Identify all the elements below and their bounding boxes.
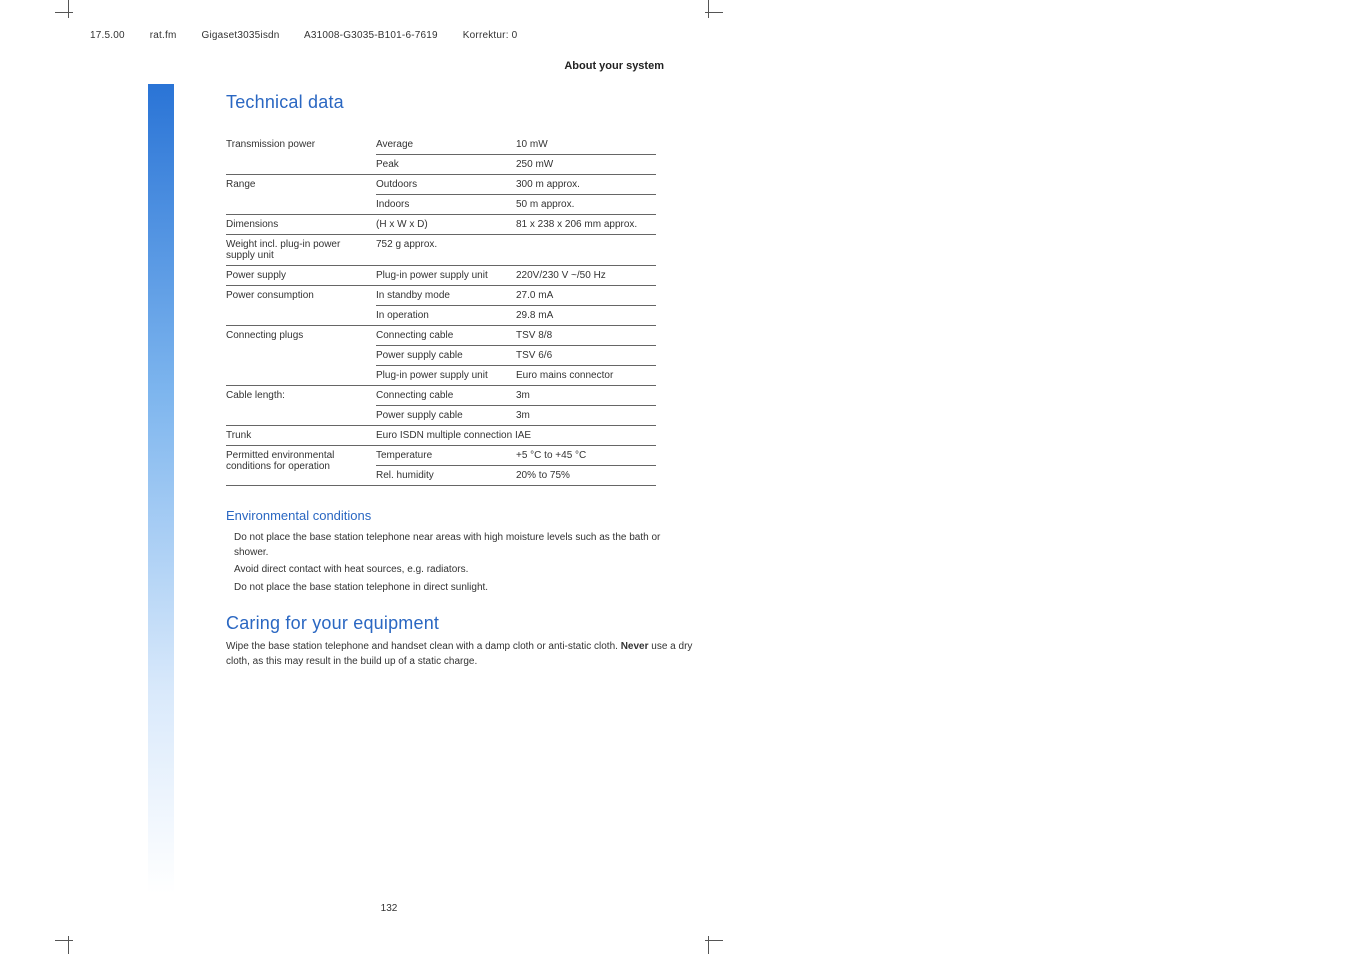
- row-label: Cable length:: [226, 386, 376, 406]
- cell: 752 g approx.: [376, 235, 516, 266]
- row-label: Weight incl. plug-in power supply unit: [226, 235, 376, 266]
- care-paragraph: Wipe the base station telephone and hand…: [226, 640, 696, 669]
- cell: Power supply cable: [376, 406, 516, 426]
- bullet: Avoid direct contact with heat sources, …: [226, 563, 696, 578]
- cell: Temperature: [376, 446, 516, 466]
- heading-caring: Caring for your equipment: [226, 613, 696, 634]
- cell: Euro ISDN multiple connection IAE: [376, 426, 656, 446]
- heading-environmental: Environmental conditions: [226, 508, 696, 523]
- cell: In operation: [376, 306, 516, 326]
- row-label: Power supply: [226, 266, 376, 286]
- cell: In standby mode: [376, 286, 516, 306]
- cell: Plug-in power supply unit: [376, 366, 516, 386]
- row-label: Range: [226, 175, 376, 195]
- cell: 50 m approx.: [516, 195, 656, 215]
- cell: Connecting cable: [376, 386, 516, 406]
- cell: 27.0 mA: [516, 286, 656, 306]
- page-number: 132: [381, 903, 398, 914]
- cell: Connecting cable: [376, 326, 516, 346]
- env-bullets: Do not place the base station telephone …: [226, 531, 696, 595]
- cell: [226, 155, 376, 175]
- heading-technical-data: Technical data: [226, 92, 696, 113]
- page-frame: About your system Technical data Transmi…: [68, 0, 710, 954]
- row-label: Trunk: [226, 426, 376, 446]
- cell: [226, 306, 376, 326]
- cell: 81 x 238 x 206 mm approx.: [516, 215, 656, 235]
- cell: TSV 8/8: [516, 326, 656, 346]
- cell: Outdoors: [376, 175, 516, 195]
- spec-table: Transmission power Average 10 mW Peak 25…: [226, 135, 656, 486]
- cell: TSV 6/6: [516, 346, 656, 366]
- cell: 250 mW: [516, 155, 656, 175]
- cell: 3m: [516, 406, 656, 426]
- cell: +5 °C to +45 °C: [516, 446, 656, 466]
- cell: 20% to 75%: [516, 466, 656, 486]
- row-label: Dimensions: [226, 215, 376, 235]
- cell: (H x W x D): [376, 215, 516, 235]
- cell: 300 m approx.: [516, 175, 656, 195]
- cell: [226, 366, 376, 386]
- cell: Rel. humidity: [376, 466, 516, 486]
- cell: 10 mW: [516, 135, 656, 155]
- cell: 29.8 mA: [516, 306, 656, 326]
- cell: 220V/230 V ~/50 Hz: [516, 266, 656, 286]
- bullet: Do not place the base station telephone …: [226, 581, 696, 596]
- care-never: Never: [621, 641, 649, 652]
- running-head: About your system: [564, 60, 664, 72]
- row-label: Connecting plugs: [226, 326, 376, 346]
- cell: [226, 346, 376, 366]
- content-area: Technical data Transmission power Averag…: [226, 92, 696, 669]
- cell: Indoors: [376, 195, 516, 215]
- cell: Power supply cable: [376, 346, 516, 366]
- cell: Peak: [376, 155, 516, 175]
- cell: Average: [376, 135, 516, 155]
- care-text-a: Wipe the base station telephone and hand…: [226, 641, 621, 652]
- cell: 3m: [516, 386, 656, 406]
- row-label: Power consumption: [226, 286, 376, 306]
- cell: [226, 195, 376, 215]
- cell: [226, 406, 376, 426]
- bullet: Do not place the base station telephone …: [226, 531, 696, 560]
- cell: Euro mains connector: [516, 366, 656, 386]
- side-gradient: [148, 84, 174, 894]
- cell: Plug-in power supply unit: [376, 266, 516, 286]
- row-label: Permitted environmental conditions for o…: [226, 446, 376, 486]
- cell: [516, 235, 656, 266]
- row-label: Transmission power: [226, 135, 376, 155]
